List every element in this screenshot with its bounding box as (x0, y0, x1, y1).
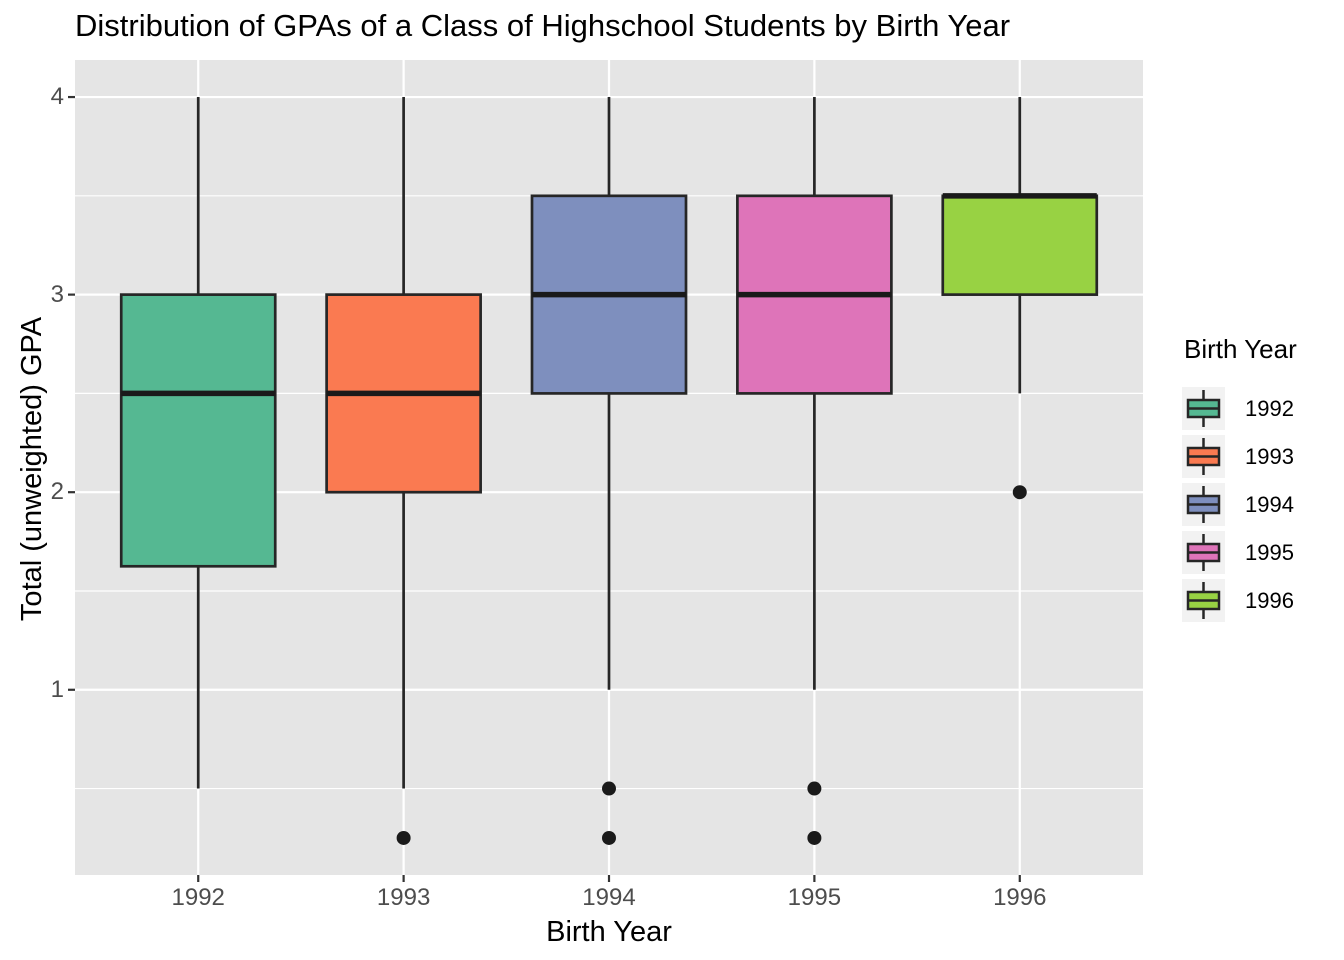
legend-entry-1996: 1996 (1182, 579, 1344, 622)
x-axis-title: Birth Year (546, 916, 672, 948)
legend-glyph-svg (1186, 534, 1221, 571)
legend-entries: 1992 1993 1994 1995 1996 (1170, 387, 1344, 622)
legend-title: Birth Year (1184, 334, 1297, 364)
legend: Birth Year 1992 1993 1994 1995 1996 (1170, 330, 1344, 627)
legend-entry-1995: 1995 (1182, 531, 1344, 574)
y-tick-label-4: 4 (50, 83, 64, 111)
legend-entry-label: 1994 (1245, 492, 1294, 517)
x-tick-label-1994: 1994 (582, 884, 636, 911)
legend-entry-label: 1996 (1245, 588, 1294, 613)
box-1992 (119, 293, 277, 568)
outlier-point-1995 (807, 830, 822, 845)
outlier-point-1994 (602, 830, 616, 845)
legend-entry-1994: 1994 (1182, 483, 1344, 526)
legend-entry-1993: 1993 (1182, 435, 1344, 478)
legend-key-boxplot-glyph (1182, 531, 1225, 574)
outlier-point-1994 (602, 781, 616, 796)
outlier-point-1993 (396, 830, 411, 845)
box-1996 (941, 194, 1099, 296)
outlier-point-1995 (807, 781, 822, 796)
legend-key-boxplot-glyph (1182, 435, 1225, 478)
legend-entry-1992: 1992 (1182, 387, 1344, 430)
x-tick-label-1996: 1996 (993, 884, 1047, 911)
chart-title: Distribution of GPAs of a Class of Highs… (75, 8, 1011, 43)
panel-group (75, 60, 1143, 875)
y-tick-label-3: 3 (50, 280, 64, 308)
x-tick-label-1995: 1995 (787, 884, 842, 911)
legend-glyph-svg (1186, 390, 1221, 427)
y-tick-label-1: 1 (50, 675, 64, 703)
x-tick-label-1993: 1993 (376, 884, 431, 911)
legend-key-boxplot-glyph (1182, 579, 1225, 622)
legend-entry-label: 1992 (1245, 396, 1294, 421)
legend-entry-label: 1995 (1245, 540, 1294, 565)
y-axis-title: Total (unweighted) GPA (16, 316, 48, 622)
legend-key-boxplot-glyph (1182, 387, 1225, 430)
legend-entry-label: 1993 (1245, 444, 1294, 469)
legend-key-boxplot-glyph (1182, 483, 1225, 526)
legend-glyph-svg (1186, 438, 1221, 475)
x-tick-label-1992: 1992 (171, 884, 225, 911)
outlier-point-1996 (1012, 485, 1027, 500)
y-tick-label-2: 2 (50, 478, 64, 506)
legend-glyph-svg (1186, 486, 1221, 523)
legend-glyph-svg (1186, 582, 1221, 619)
